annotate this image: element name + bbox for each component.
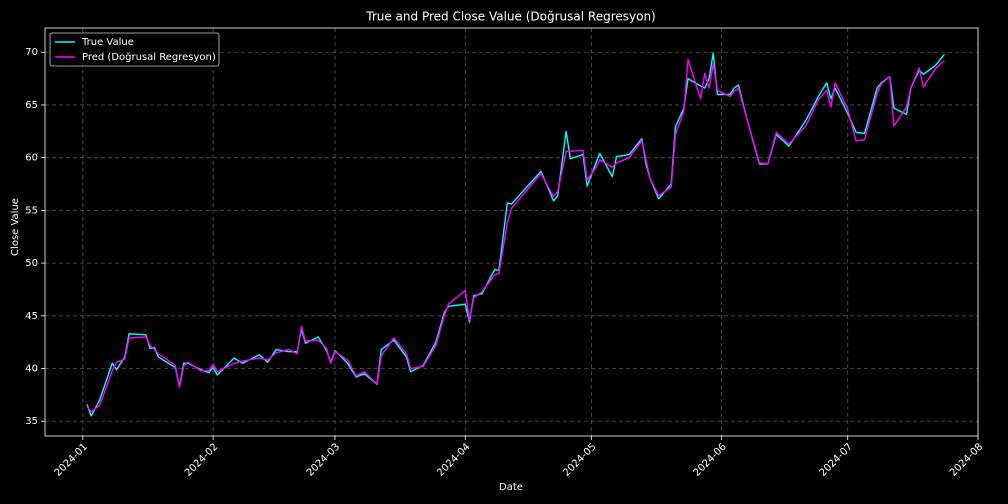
series-line: [86, 52, 945, 417]
y-axis-label: Close Value: [10, 198, 21, 256]
series-line: [86, 58, 945, 413]
y-tick-label: 45: [25, 311, 38, 322]
y-tick-label: 60: [25, 153, 38, 164]
y-tick-label: 35: [25, 416, 38, 427]
legend-box: [49, 32, 220, 67]
legend-label: True Value: [81, 37, 134, 48]
legend: True Value Pred (Doğrusal Regresyon): [49, 32, 220, 67]
y-tick-label: 70: [25, 47, 38, 58]
legend-label: Pred (Doğrusal Regresyon): [82, 51, 216, 63]
chart-title: True and Pred Close Value (Doğrusal Regr…: [365, 10, 655, 24]
lines: [86, 52, 945, 417]
y-tick-label: 65: [25, 100, 38, 111]
y-tick-label: 40: [25, 364, 38, 375]
plot-frame: [44, 27, 979, 437]
x-axis-label: Date: [499, 482, 523, 493]
y-tick-label: 50: [25, 258, 38, 269]
y-tick-label: 55: [25, 205, 38, 216]
